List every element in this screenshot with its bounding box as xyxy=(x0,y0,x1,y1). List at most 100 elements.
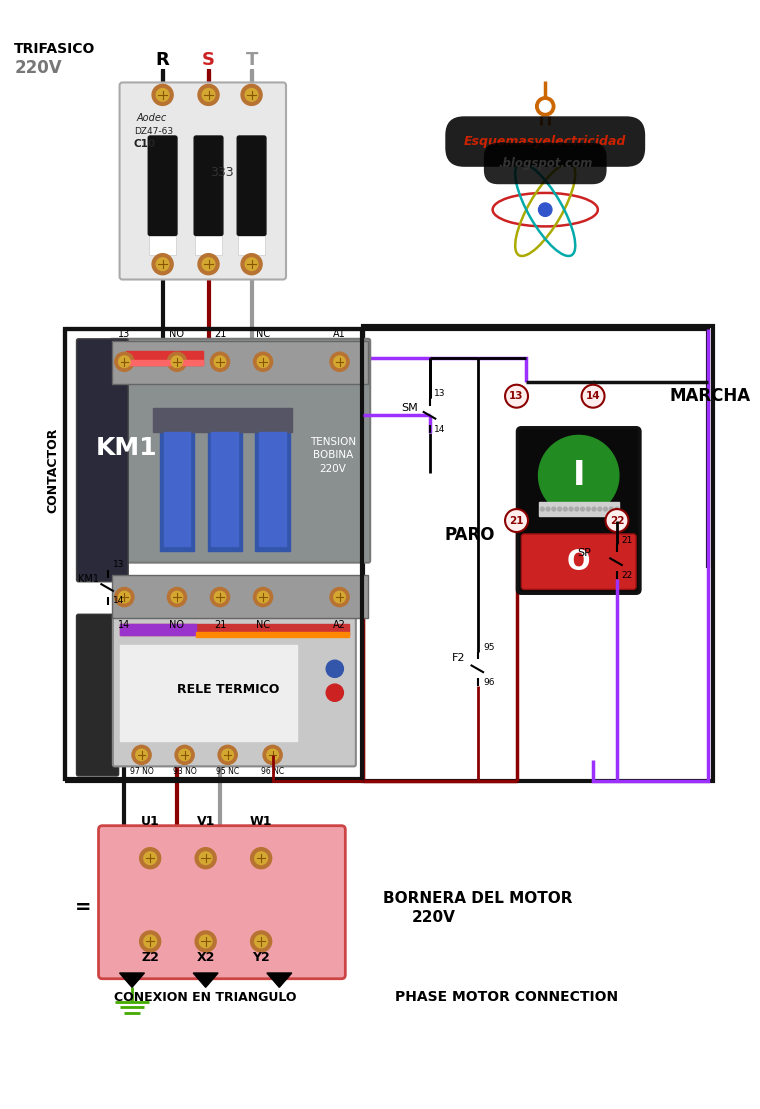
Text: 13: 13 xyxy=(119,328,131,338)
Text: T: T xyxy=(245,51,258,69)
Circle shape xyxy=(119,591,130,603)
Text: 96 NC: 96 NC xyxy=(261,767,284,776)
Text: NO: NO xyxy=(169,620,185,630)
Circle shape xyxy=(536,96,555,116)
Bar xyxy=(195,227,222,255)
Bar xyxy=(196,631,349,638)
Bar xyxy=(126,359,203,365)
Text: F2: F2 xyxy=(451,653,465,663)
Circle shape xyxy=(334,591,345,603)
Circle shape xyxy=(171,356,182,367)
Bar xyxy=(238,227,265,255)
Circle shape xyxy=(505,509,528,532)
Text: 95: 95 xyxy=(483,643,495,652)
Circle shape xyxy=(255,852,268,865)
Circle shape xyxy=(214,591,226,603)
Circle shape xyxy=(119,356,130,367)
Bar xyxy=(65,329,362,779)
Circle shape xyxy=(171,591,182,603)
Text: O: O xyxy=(567,548,591,576)
Text: TENSION
BOBINA
220V: TENSION BOBINA 220V xyxy=(310,437,356,474)
Text: Esquemasyelectricidad: Esquemasyelectricidad xyxy=(464,135,626,149)
Circle shape xyxy=(258,591,269,603)
Circle shape xyxy=(603,507,607,511)
Bar xyxy=(112,576,369,618)
Bar xyxy=(539,502,619,516)
Circle shape xyxy=(245,89,258,101)
Circle shape xyxy=(326,660,344,678)
FancyBboxPatch shape xyxy=(99,826,345,979)
Text: 96: 96 xyxy=(483,678,495,688)
Text: .blogspot.com: .blogspot.com xyxy=(498,157,592,170)
Circle shape xyxy=(540,101,551,112)
Text: 21: 21 xyxy=(214,620,226,630)
Circle shape xyxy=(326,684,344,701)
Circle shape xyxy=(254,353,273,372)
Circle shape xyxy=(115,353,134,372)
Bar xyxy=(119,624,196,635)
Circle shape xyxy=(218,745,237,764)
Circle shape xyxy=(615,507,619,511)
Circle shape xyxy=(195,930,216,952)
Text: RELE TERMICO: RELE TERMICO xyxy=(177,683,280,695)
Text: NO: NO xyxy=(169,328,185,338)
Circle shape xyxy=(334,356,345,367)
Bar xyxy=(211,431,238,547)
Circle shape xyxy=(140,847,160,868)
Circle shape xyxy=(581,385,604,408)
Circle shape xyxy=(144,935,157,948)
Text: 14: 14 xyxy=(586,391,600,401)
Bar xyxy=(153,408,292,431)
Circle shape xyxy=(132,745,151,764)
Circle shape xyxy=(258,356,269,367)
Circle shape xyxy=(140,930,160,952)
FancyBboxPatch shape xyxy=(77,614,119,776)
Circle shape xyxy=(179,750,190,761)
Text: SM: SM xyxy=(402,403,419,413)
Text: V1: V1 xyxy=(197,815,215,827)
Circle shape xyxy=(267,750,278,761)
Text: PHASE MOTOR CONNECTION: PHASE MOTOR CONNECTION xyxy=(395,989,619,1004)
FancyBboxPatch shape xyxy=(110,338,370,562)
Text: BORNERA DEL MOTOR: BORNERA DEL MOTOR xyxy=(382,891,572,906)
Circle shape xyxy=(598,507,602,511)
Circle shape xyxy=(199,852,212,865)
Text: 14: 14 xyxy=(434,425,445,434)
Circle shape xyxy=(211,588,230,607)
Text: MARCHA: MARCHA xyxy=(670,387,751,405)
Text: 220V: 220V xyxy=(14,59,62,77)
FancyBboxPatch shape xyxy=(113,614,356,766)
Circle shape xyxy=(167,353,186,372)
Text: 220V: 220V xyxy=(411,910,455,925)
Text: 333: 333 xyxy=(211,166,234,180)
Circle shape xyxy=(115,588,134,607)
Circle shape xyxy=(552,507,556,511)
Circle shape xyxy=(175,745,194,764)
Text: A2: A2 xyxy=(333,620,346,630)
Circle shape xyxy=(539,436,619,516)
Text: 14: 14 xyxy=(113,596,124,604)
Bar xyxy=(259,431,286,547)
Text: PARO: PARO xyxy=(445,526,496,543)
Text: 97 NO: 97 NO xyxy=(130,767,154,776)
Circle shape xyxy=(505,385,528,408)
Circle shape xyxy=(587,507,591,511)
Text: KM1: KM1 xyxy=(96,437,157,460)
Circle shape xyxy=(167,588,186,607)
Circle shape xyxy=(198,84,219,105)
Polygon shape xyxy=(193,973,218,987)
Text: SP: SP xyxy=(577,548,591,558)
Bar xyxy=(149,227,176,255)
Text: TRIFASICO: TRIFASICO xyxy=(14,42,96,57)
Text: S: S xyxy=(202,51,215,69)
Circle shape xyxy=(255,935,268,948)
Circle shape xyxy=(198,254,219,275)
Circle shape xyxy=(202,258,215,271)
Circle shape xyxy=(558,507,562,511)
Circle shape xyxy=(546,507,550,511)
Polygon shape xyxy=(119,973,144,987)
Text: DZ47-63: DZ47-63 xyxy=(134,128,173,136)
Text: 14: 14 xyxy=(119,620,131,630)
Text: 22: 22 xyxy=(622,571,633,580)
Text: =: = xyxy=(74,898,91,917)
